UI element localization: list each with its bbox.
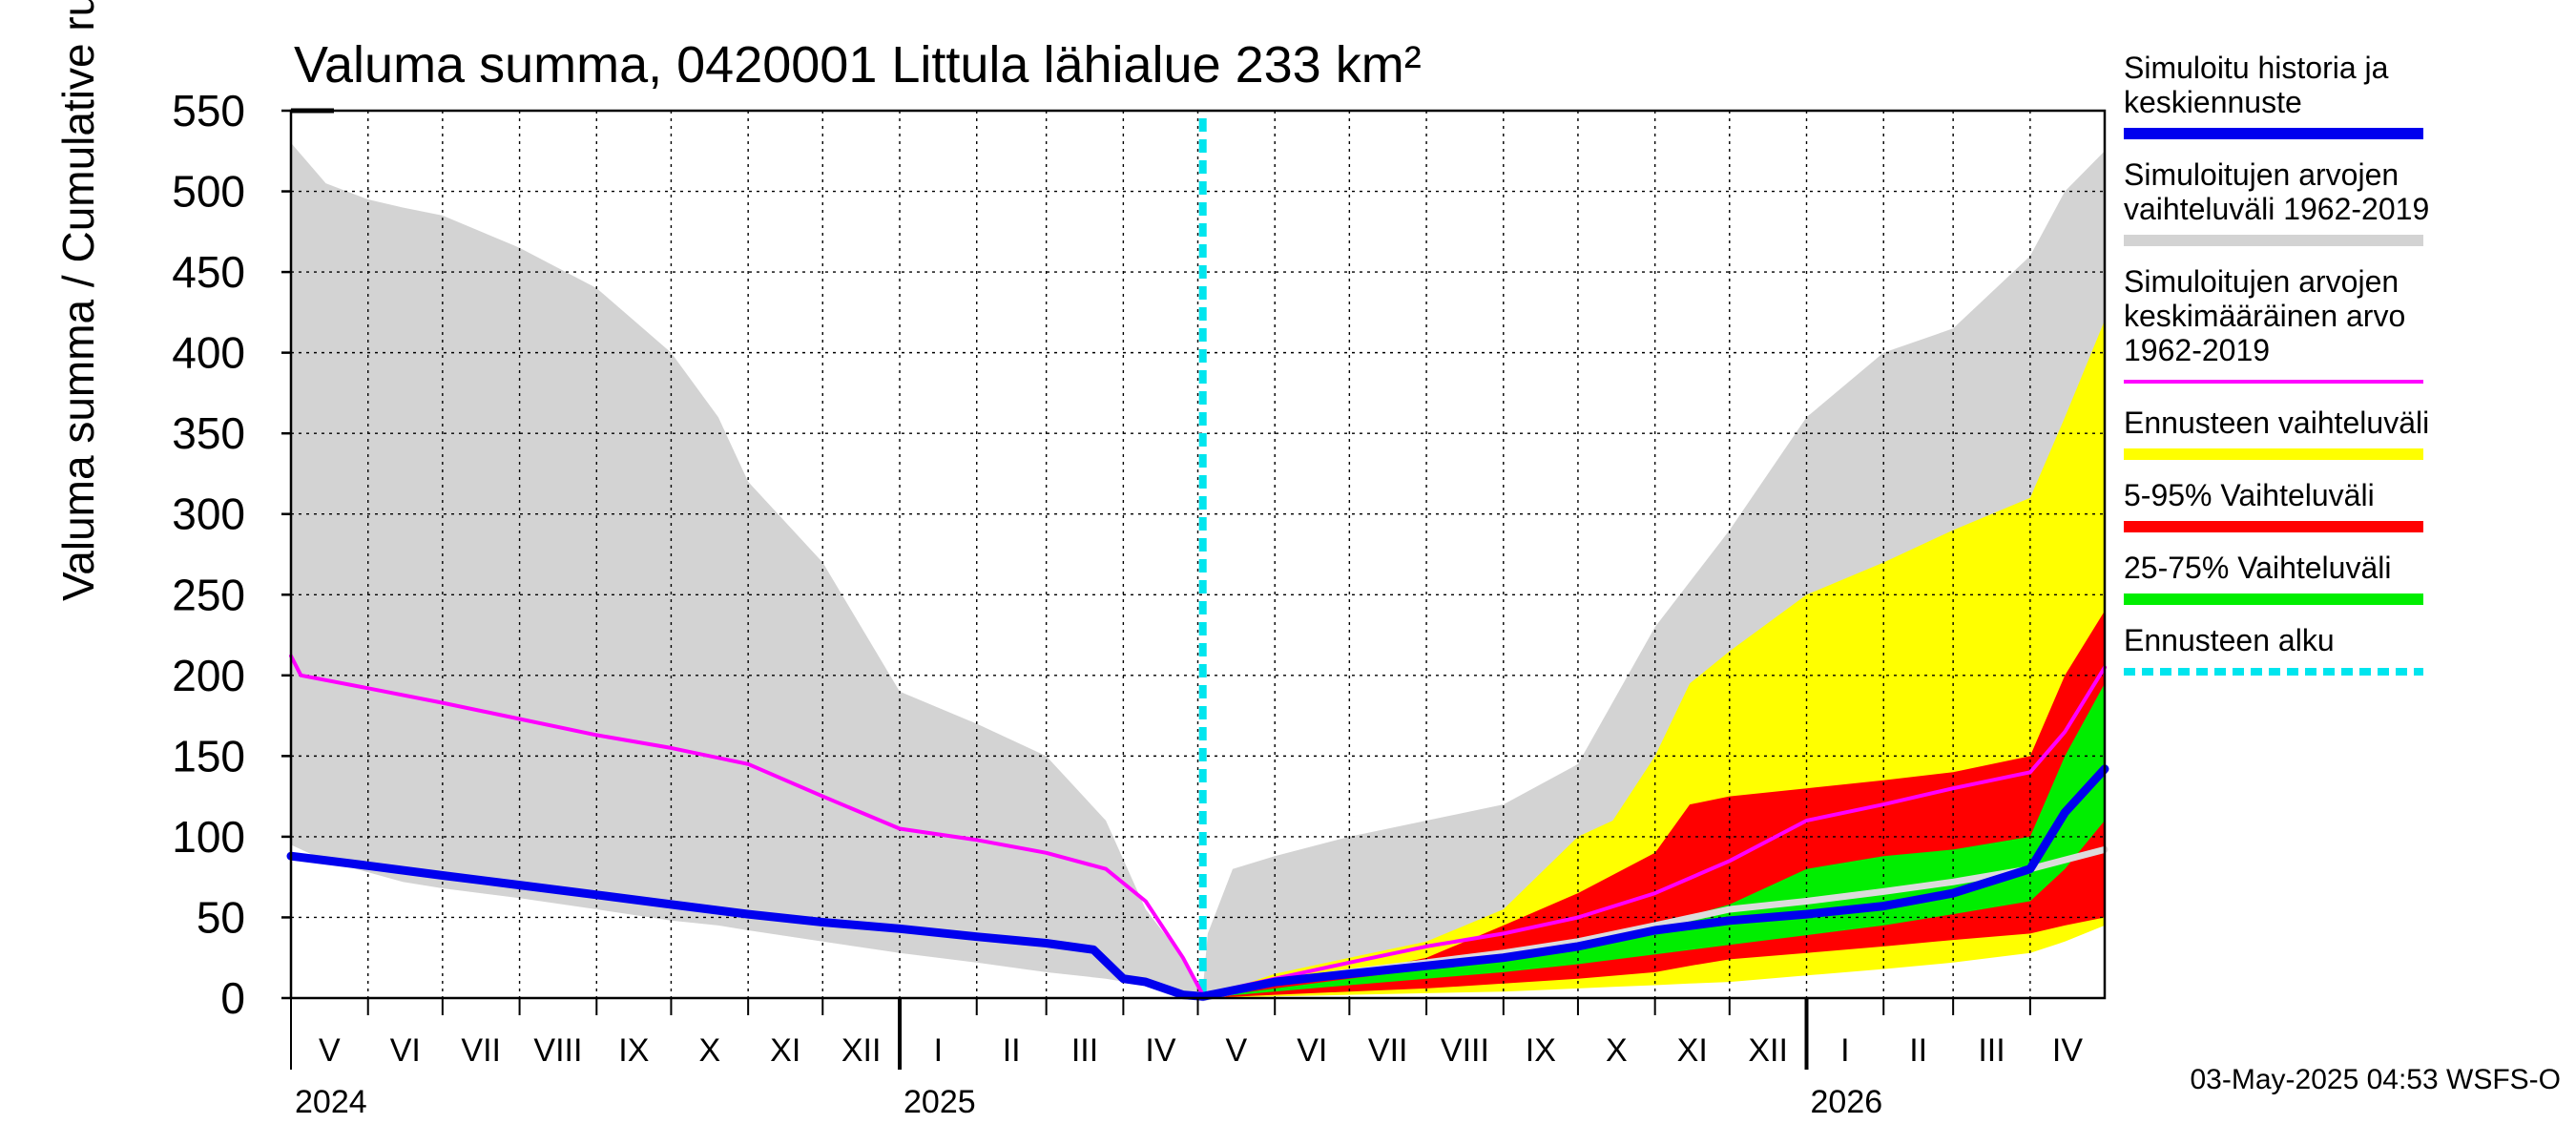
month-label: VII (1368, 1032, 1408, 1069)
legend-text: vaihteluväli 1962-2019 (2124, 192, 2429, 226)
legend-text: keskiennuste (2124, 85, 2302, 119)
legend-text: Ennusteen vaihteluväli (2124, 406, 2429, 440)
month-label: IX (618, 1032, 649, 1069)
y-tick-label: 200 (172, 651, 245, 700)
band-3 (1202, 683, 2105, 998)
legend-entry: 25-75% Vaihteluväli (2124, 551, 2423, 605)
legend-text: Simuloitujen arvojen (2124, 264, 2399, 299)
y-tick-label: 0 (220, 973, 245, 1023)
month-label: III (1978, 1032, 2005, 1069)
series-line-0 (289, 654, 2107, 997)
legend-entry: 5-95% Vaihteluväli (2124, 478, 2423, 532)
legend-text: 1962-2019 (2124, 333, 2270, 367)
legend-entry: Ennusteen alku (2124, 623, 2423, 676)
legend-text: 25-75% Vaihteluväli (2124, 551, 2391, 585)
y-tick-label: 400 (172, 328, 245, 378)
grid-layer (291, 110, 2105, 998)
month-label: IV (1145, 1032, 1175, 1069)
legend-text: keskimääräinen arvo (2124, 299, 2405, 333)
month-label: IV (2052, 1032, 2083, 1069)
y-tick-label: 150 (172, 731, 245, 781)
month-label: XII (841, 1032, 882, 1069)
month-label: VI (390, 1032, 421, 1069)
y-tick-label: 550 (172, 86, 245, 135)
y-tick-label: 450 (172, 247, 245, 297)
month-label: VIII (1441, 1032, 1489, 1069)
month-label: II (1003, 1032, 1021, 1069)
legend-text: Simuloitu historia ja (2124, 51, 2389, 85)
y-axis-label: Valuma summa / Cumulative runoff mm (53, 0, 103, 601)
month-label: X (1606, 1032, 1628, 1069)
legend-text: Simuloitujen arvojen (2124, 157, 2399, 192)
legend-entry: Ennusteen vaihteluväli (2124, 406, 2429, 460)
series-layer (286, 118, 2109, 1002)
y-tick-label: 50 (197, 892, 245, 942)
y-tick-label: 100 (172, 812, 245, 862)
y-tick-label: 350 (172, 408, 245, 458)
month-label: V (1226, 1032, 1248, 1069)
y-tick-label: 250 (172, 570, 245, 619)
month-label: IX (1526, 1032, 1556, 1069)
year-label: 2026 (1811, 1084, 1883, 1120)
bands-layer (291, 142, 2105, 999)
month-label: X (698, 1032, 720, 1069)
legend: Simuloitu historia jakeskiennusteSimuloi… (2124, 51, 2429, 676)
year-label: 2024 (295, 1084, 367, 1120)
month-label: I (934, 1032, 943, 1069)
month-label: III (1071, 1032, 1098, 1069)
month-label: V (319, 1032, 341, 1069)
month-label: I (1840, 1032, 1849, 1069)
month-label: VI (1297, 1032, 1327, 1069)
month-label: VIII (533, 1032, 582, 1069)
month-label: VII (461, 1032, 501, 1069)
month-label: XI (1677, 1032, 1708, 1069)
footer-timestamp: 03-May-2025 04:53 WSFS-O (2191, 1064, 2562, 1095)
series-line-2 (286, 764, 2109, 1001)
year-label: 2025 (904, 1084, 976, 1120)
month-label: XII (1748, 1032, 1788, 1069)
y-tick-label: 500 (172, 167, 245, 217)
legend-text: 5-95% Vaihteluväli (2124, 478, 2375, 512)
legend-text: Ennusteen alku (2124, 623, 2335, 657)
y-tick-label: 300 (172, 489, 245, 539)
chart-title: Valuma summa, 0420001 Littula lähialue 2… (294, 36, 1422, 94)
month-label: II (1909, 1032, 1927, 1069)
month-label: XI (770, 1032, 800, 1069)
